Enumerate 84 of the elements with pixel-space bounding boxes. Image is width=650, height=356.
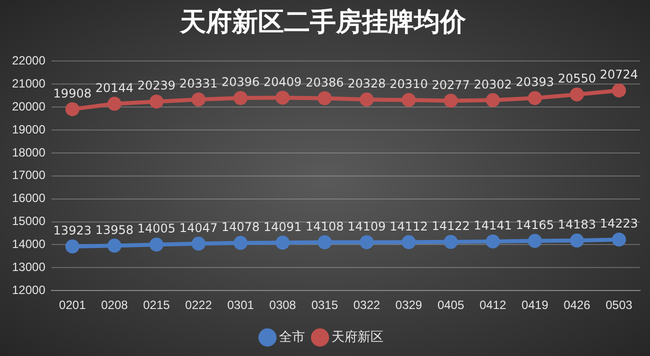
y-tick-label: 19000 bbox=[12, 122, 46, 136]
point bbox=[234, 90, 248, 105]
point bbox=[192, 236, 206, 251]
chart-title: 天府新区二手房挂牌均价 bbox=[179, 7, 467, 38]
data-label: 20302 bbox=[474, 77, 512, 92]
point bbox=[360, 235, 374, 250]
x-tick-label: 0308 bbox=[269, 298, 296, 312]
x-tick-label: 0329 bbox=[395, 298, 422, 312]
x-tick-label: 0315 bbox=[311, 298, 338, 312]
x-tick-label: 0405 bbox=[437, 298, 464, 312]
data-label: 20396 bbox=[221, 75, 260, 90]
data-label: 13958 bbox=[95, 222, 134, 237]
y-tick-label: 22000 bbox=[12, 54, 46, 68]
data-label: 14091 bbox=[264, 220, 302, 234]
data-label: 14122 bbox=[432, 219, 470, 234]
y-tick-label: 15000 bbox=[12, 214, 46, 228]
data-label: 14108 bbox=[306, 219, 344, 234]
x-tick-label: 0426 bbox=[564, 298, 591, 312]
data-label: 14109 bbox=[348, 219, 386, 234]
data-label: 20310 bbox=[390, 77, 428, 92]
point bbox=[444, 234, 458, 249]
y-tick-label: 20000 bbox=[12, 99, 46, 114]
point bbox=[570, 234, 584, 248]
x-tick-label: 0301 bbox=[227, 298, 254, 312]
y-tick-label: 21000 bbox=[12, 76, 46, 90]
data-label: 20331 bbox=[179, 76, 218, 91]
point bbox=[65, 239, 80, 254]
point bbox=[149, 238, 164, 252]
data-label: 20239 bbox=[137, 78, 176, 93]
data-label: 19908 bbox=[53, 86, 92, 100]
data-label: 14165 bbox=[516, 218, 554, 232]
data-label: 14141 bbox=[474, 218, 512, 233]
point bbox=[612, 232, 626, 247]
point bbox=[107, 96, 122, 111]
data-label: 14047 bbox=[179, 220, 218, 235]
point bbox=[149, 94, 164, 109]
point bbox=[486, 93, 500, 108]
x-tick-label: 0503 bbox=[606, 298, 633, 312]
data-label: 14183 bbox=[558, 218, 596, 232]
point bbox=[234, 236, 248, 250]
data-label: 20328 bbox=[348, 76, 386, 91]
point bbox=[192, 92, 206, 106]
point bbox=[570, 87, 584, 102]
data-label: 20386 bbox=[306, 75, 344, 90]
data-label: 20409 bbox=[264, 74, 302, 89]
data-label: 20144 bbox=[95, 80, 134, 95]
y-tick-label: 13000 bbox=[12, 260, 46, 274]
data-label: 20550 bbox=[558, 72, 596, 86]
x-tick-label: 0322 bbox=[353, 298, 380, 312]
point bbox=[360, 92, 374, 107]
point bbox=[65, 102, 80, 116]
data-label: 20277 bbox=[432, 78, 470, 92]
x-tick-label: 0208 bbox=[101, 298, 128, 312]
point bbox=[276, 236, 290, 250]
x-tick-label: 0201 bbox=[59, 298, 86, 312]
legend-label: 天府新区 bbox=[332, 329, 384, 344]
y-tick-label: 14000 bbox=[12, 237, 46, 252]
point bbox=[528, 91, 542, 106]
point bbox=[486, 234, 500, 248]
point bbox=[612, 83, 626, 98]
y-tick-label: 18000 bbox=[12, 145, 46, 160]
point bbox=[276, 90, 290, 105]
data-label: 14112 bbox=[390, 219, 428, 234]
data-label: 20393 bbox=[516, 75, 554, 90]
data-label: 14005 bbox=[137, 222, 176, 236]
data-label: 14078 bbox=[221, 220, 260, 234]
point bbox=[402, 92, 416, 107]
data-label: 14223 bbox=[600, 216, 638, 231]
x-tick-label: 0222 bbox=[185, 298, 212, 312]
data-label: 20724 bbox=[600, 68, 638, 82]
point bbox=[444, 94, 458, 108]
y-tick-label: 12000 bbox=[12, 282, 46, 297]
point bbox=[318, 91, 332, 106]
x-tick-label: 0419 bbox=[522, 298, 549, 312]
data-label: 13923 bbox=[53, 224, 92, 238]
legend-label: 全市 bbox=[279, 329, 305, 344]
y-tick-label: 16000 bbox=[12, 191, 46, 206]
x-tick-label: 0412 bbox=[479, 298, 507, 312]
x-tick-label: 0215 bbox=[143, 298, 170, 312]
point bbox=[107, 238, 122, 253]
y-tick-label: 17000 bbox=[12, 168, 46, 182]
point bbox=[528, 234, 542, 248]
point bbox=[402, 235, 416, 250]
point bbox=[318, 235, 332, 250]
